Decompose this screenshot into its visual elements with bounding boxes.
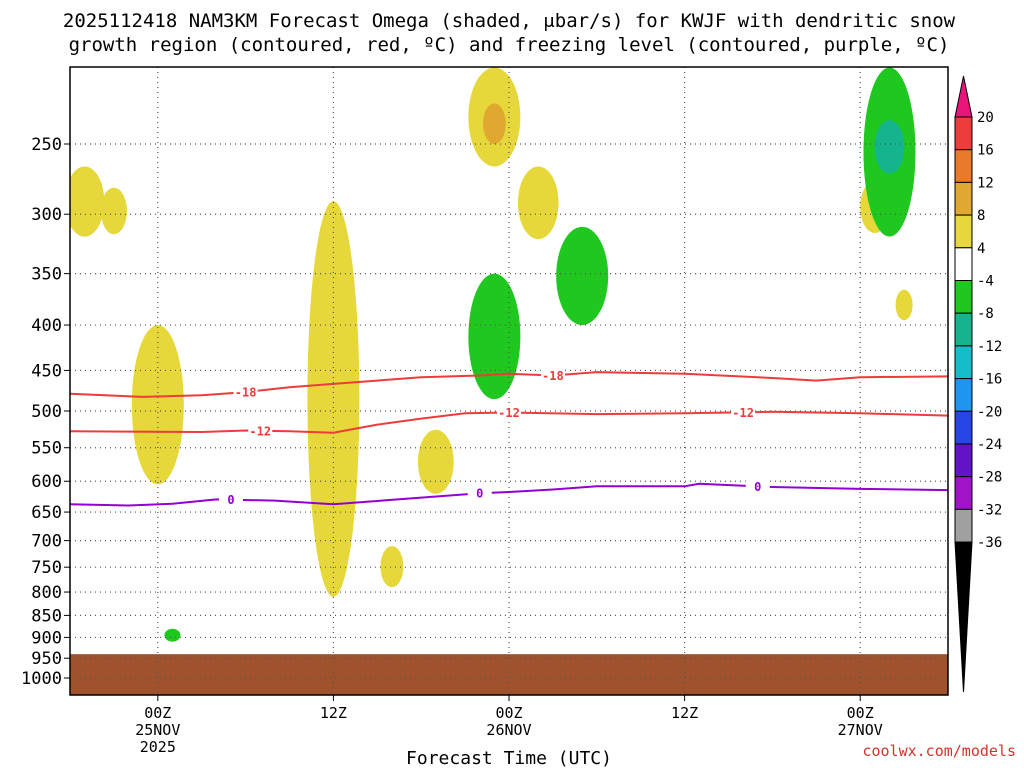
y-tick-label-1000: 1000 <box>21 669 62 689</box>
contour-label-2-0: 0 <box>227 493 234 507</box>
contour-label-2-2: 0 <box>754 480 761 494</box>
y-tick-label-600: 600 <box>31 472 62 492</box>
x-tick-label-4-0: 00Z <box>847 704 874 722</box>
colorbar-tick-2: 12 <box>977 175 994 191</box>
colorbar-bin-11 <box>954 443 973 478</box>
colorbar-bin-13 <box>954 508 973 543</box>
contour-label-bg-1-2 <box>731 405 756 420</box>
omega-region-10 <box>895 289 913 321</box>
omega-shading-layer <box>70 67 916 642</box>
colorbar-bin-12 <box>954 476 973 510</box>
omega-region-7 <box>483 103 506 144</box>
x-tick-label-0-1: 25NOV <box>135 721 180 739</box>
colorbar-bin-2 <box>954 149 973 183</box>
colorbar-tick-5: -4 <box>977 274 994 290</box>
colorbar-tick-7: -12 <box>977 339 1002 355</box>
chart-title-line-2: growth region (contoured, red, ºC) and f… <box>69 34 950 56</box>
colorbar-tick-8: -16 <box>977 372 1002 388</box>
colorbar-bin-8 <box>954 345 973 380</box>
omega-region-5 <box>417 429 454 494</box>
omega-region-2 <box>131 325 184 485</box>
y-tick-label-950: 950 <box>31 649 62 669</box>
contour-label-0-0: -18 <box>235 386 257 400</box>
y-tick-label-350: 350 <box>31 265 62 285</box>
y-tick-label-800: 800 <box>31 583 62 603</box>
colorbar-bin-9 <box>954 378 973 412</box>
colorbar-bin-5 <box>954 247 973 282</box>
colorbar-bin-10 <box>954 410 973 445</box>
colorbar-tick-3: 8 <box>977 208 985 224</box>
contour-label-bg-1-0 <box>248 423 273 438</box>
y-tick-label-250: 250 <box>31 135 62 155</box>
omega-region-4 <box>380 546 404 588</box>
omega-region-8 <box>517 166 559 240</box>
x-tick-label-1-0: 12Z <box>320 704 347 722</box>
contour-label-bg-1-1 <box>497 405 521 420</box>
colorbar-tick-9: -20 <box>977 404 1002 420</box>
y-tick-label-400: 400 <box>31 316 62 336</box>
contour-label-bg-0-0 <box>233 385 258 400</box>
omega-region-3 <box>307 201 360 597</box>
contour-label-bg-2-1 <box>467 486 492 501</box>
x-tick-label-3-0: 12Z <box>671 704 698 722</box>
y-tick-label-500: 500 <box>31 402 62 422</box>
colorbar-tick-6: -8 <box>977 306 994 322</box>
omega-region-12 <box>468 273 521 400</box>
contour-label-bg-0-1 <box>540 368 565 383</box>
y-tick-label-850: 850 <box>31 606 62 626</box>
colorbar-tick-4: 4 <box>977 241 985 257</box>
colorbar-extend-low <box>954 541 973 693</box>
x-tick-label-2-1: 26NOV <box>486 721 531 739</box>
site-credit: coolwx.com/models <box>862 742 1016 760</box>
ground-layer <box>70 654 948 695</box>
omega-region-0 <box>70 166 105 237</box>
contour-label-2-1: 0 <box>476 487 483 501</box>
colorbar-tick-10: -24 <box>977 437 1002 453</box>
omega-region-13 <box>556 226 609 326</box>
colorbar-tick-0: 20 <box>977 110 994 126</box>
colorbar: 20 16 12 8 4 -4 -8 -12 -16 -20 -24 -28 -32 -36 <box>954 75 1002 693</box>
y-tick-label-750: 750 <box>31 558 62 578</box>
y-tick-label-650: 650 <box>31 503 62 523</box>
contour-label-1-1: -12 <box>498 406 520 420</box>
chart-title-line-1: 2025112418 NAM3KM Forecast Omega (shaded… <box>63 10 956 32</box>
y-tick-label-450: 450 <box>31 361 62 381</box>
colorbar-tick-12: -32 <box>977 502 1002 518</box>
colorbar-bin-7 <box>954 312 973 347</box>
colorbar-tick-1: 16 <box>977 143 994 159</box>
omega-region-15 <box>874 120 905 174</box>
contour-line-0 <box>70 371 948 398</box>
contour-label-0-1: -18 <box>542 369 564 383</box>
colorbar-bin-6 <box>954 280 973 314</box>
y-tick-label-900: 900 <box>31 628 62 648</box>
omega-region-1 <box>100 187 127 235</box>
x-tick-label-4-1: 27NOV <box>838 721 883 739</box>
y-tick-label-700: 700 <box>31 532 62 552</box>
x-tick-label-0-2: 2025 <box>140 738 176 756</box>
colorbar-bin-1 <box>954 116 973 151</box>
contour-layer: -18 -18 -12 -12 -12 0 0 0 <box>70 368 948 507</box>
contour-label-1-2: -12 <box>732 406 754 420</box>
colorbar-tick-11: -28 <box>977 470 1002 486</box>
colorbar-tick-13: -36 <box>977 535 1002 551</box>
y-tick-label-550: 550 <box>31 439 62 459</box>
x-tick-label-2-0: 00Z <box>495 704 522 722</box>
y-tick-label-300: 300 <box>31 205 62 225</box>
contour-line-2 <box>70 482 948 507</box>
x-axis-label: Forecast Time (UTC) <box>406 748 612 768</box>
colorbar-bin-3 <box>954 181 973 216</box>
contour-label-1-0: -12 <box>249 424 271 438</box>
ground-fill <box>70 654 948 695</box>
y-axis: 2503003504004505005506006507007508008509… <box>21 135 70 689</box>
contour-label-bg-2-2 <box>745 479 770 494</box>
contour-label-bg-2-0 <box>218 492 243 507</box>
colorbar-bin-4 <box>954 214 973 249</box>
x-tick-label-0-0: 00Z <box>144 704 171 722</box>
omega-region-11 <box>164 628 181 642</box>
